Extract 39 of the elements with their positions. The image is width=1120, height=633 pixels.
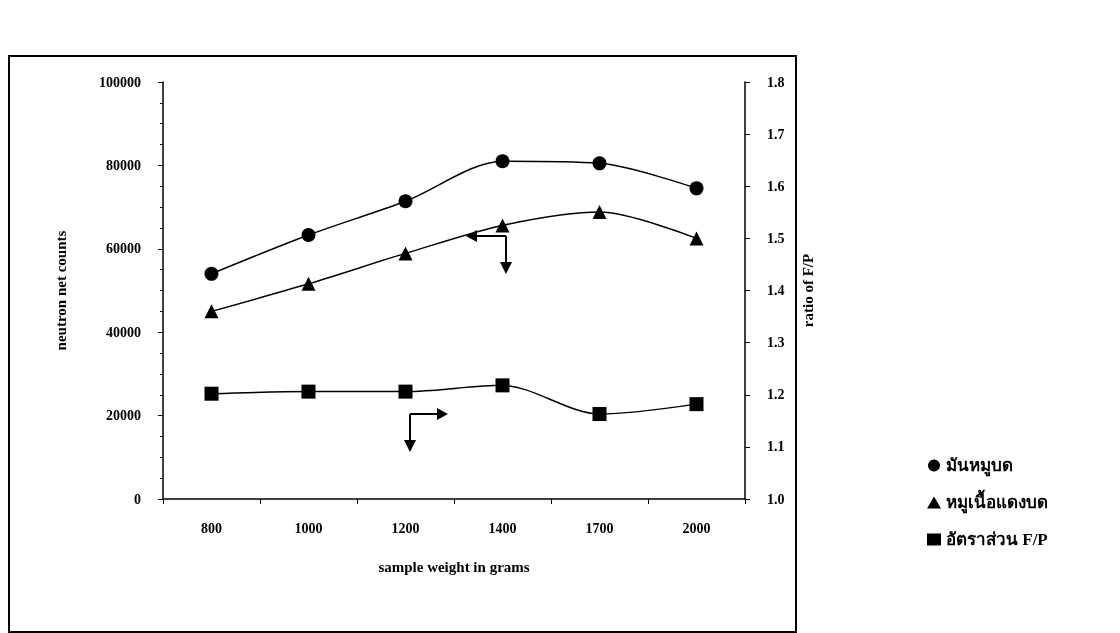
y2-tick-label: 1.0 <box>767 491 785 507</box>
y-tick-label: 60000 <box>106 241 141 257</box>
x-tick-label: 1000 <box>294 520 323 536</box>
point <box>495 154 510 169</box>
point <box>398 194 413 209</box>
x-tick-label: 2000 <box>682 520 711 536</box>
point <box>398 246 413 261</box>
y-tick-label: 100000 <box>99 74 141 90</box>
y-tick-label: 20000 <box>106 408 141 424</box>
y-tick-label: 0 <box>134 491 141 507</box>
point <box>592 156 607 171</box>
point <box>495 218 510 233</box>
y2-tick-label: 1.1 <box>767 439 785 455</box>
y-tick-label: 40000 <box>106 324 141 340</box>
y2-tick-label: 1.8 <box>767 74 785 90</box>
y-axis-title: neutron net counts <box>52 230 69 351</box>
point <box>592 205 607 220</box>
y2-tick-label: 1.2 <box>767 387 785 403</box>
y2-tick-label: 1.7 <box>767 126 785 142</box>
y2-tick-label: 1.6 <box>767 178 785 194</box>
legend-label: อัตราส่วน F/P <box>946 530 1048 549</box>
y2-tick-label: 1.4 <box>767 283 785 298</box>
point <box>204 304 219 319</box>
point <box>204 266 219 281</box>
point <box>689 181 704 196</box>
x-axis-title: sample weight in grams <box>378 558 530 575</box>
x-tick-label: 1400 <box>488 520 517 536</box>
x-tick-label: 1200 <box>391 520 420 536</box>
x-tick-label: 800 <box>201 520 222 536</box>
point <box>301 228 316 243</box>
y2-tick-label: 1.3 <box>767 335 785 351</box>
point <box>689 231 704 246</box>
legend-label: หมูเนื้อแดงบด <box>946 489 1048 514</box>
y-tick-label: 80000 <box>106 157 141 173</box>
y2-tick-label: 1.5 <box>767 230 785 246</box>
point <box>301 276 316 291</box>
x-tick-label: 1700 <box>585 520 614 536</box>
y2-axis-title: ratio of F/P <box>799 253 816 328</box>
legend-label: มันหมูบด <box>946 456 1013 477</box>
